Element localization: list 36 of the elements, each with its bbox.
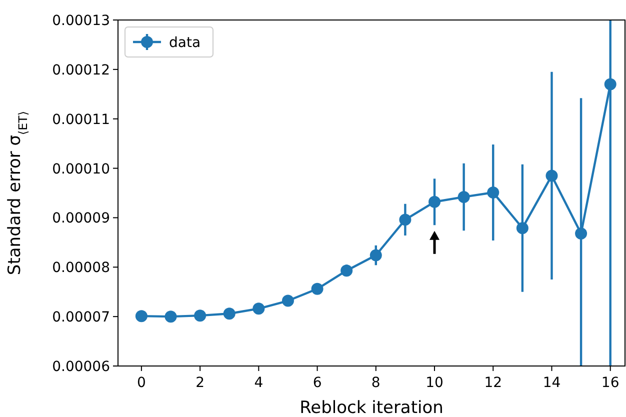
x-axis-title: Reblock iteration (300, 398, 444, 417)
point (164, 310, 177, 323)
x-tick-label: 4 (254, 375, 264, 391)
point (546, 170, 558, 182)
y-tick-label: 0.00013 (52, 13, 110, 29)
point (575, 228, 588, 240)
y-tick-label: 0.00007 (52, 310, 110, 326)
x-tick-label: 14 (542, 375, 561, 391)
x-tick-label: 12 (484, 375, 502, 391)
point (135, 310, 148, 322)
point (311, 282, 324, 295)
x-tick-label: 10 (426, 375, 444, 391)
y-tick-label: 0.00009 (52, 210, 110, 227)
point (194, 310, 206, 322)
x-tick-label: 16 (601, 375, 620, 391)
x-tick-label: 2 (196, 375, 205, 391)
x-tick-label: 6 (312, 375, 322, 391)
y-tick-label: 0.00011 (52, 112, 110, 128)
y-tick-label: 0.00008 (52, 260, 110, 276)
y-tick-label: 0.00010 (52, 161, 110, 178)
legend-label: data (169, 35, 201, 51)
point (604, 78, 616, 90)
point (458, 190, 470, 203)
point (487, 186, 500, 199)
y-tick-label: 0.00012 (52, 62, 110, 78)
point (399, 214, 412, 226)
point (370, 249, 382, 262)
point (252, 302, 265, 315)
point (516, 222, 528, 234)
point (340, 264, 353, 277)
point (223, 308, 236, 320)
y-tick-label: 0.00006 (52, 359, 110, 375)
point (428, 196, 441, 208)
point (282, 294, 294, 307)
x-tick-label: 8 (371, 375, 380, 391)
x-tick-label: 0 (136, 375, 146, 391)
